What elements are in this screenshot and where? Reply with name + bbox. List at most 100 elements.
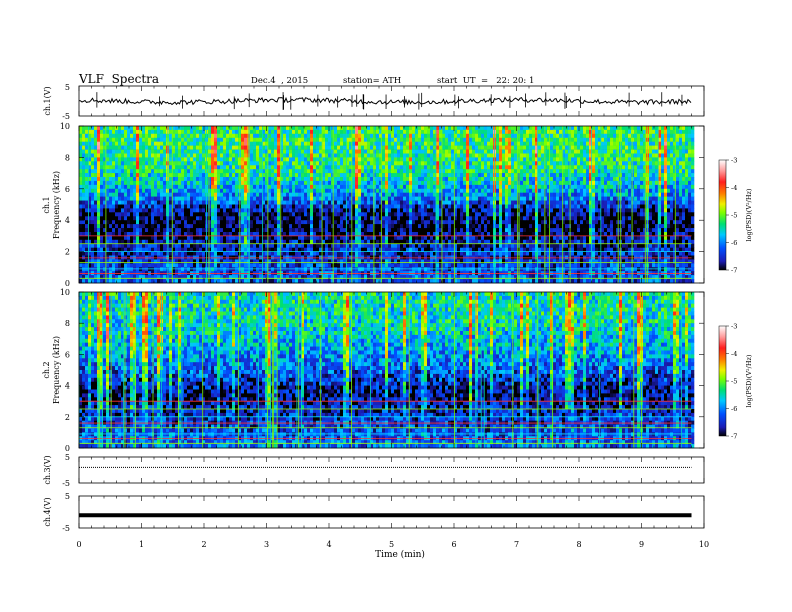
spectrogram-cell — [685, 133, 689, 139]
spectrogram-cell — [562, 145, 566, 150]
spectrogram-cell — [505, 212, 509, 217]
spectrogram-cell — [550, 188, 554, 194]
spectrogram-cell — [505, 200, 509, 205]
spectrogram-cell — [397, 165, 401, 170]
spectrogram-cell — [100, 220, 104, 225]
spectrogram-cell — [403, 161, 407, 166]
spectrogram-cell — [463, 137, 467, 143]
spectrogram-cell — [691, 153, 695, 158]
spectrogram-cell — [466, 153, 470, 158]
spectrogram-cell — [592, 161, 596, 166]
spectrogram-cell — [292, 200, 296, 205]
spectrogram-cell — [187, 220, 191, 225]
spectrogram-cell — [544, 177, 548, 182]
spectrogram-cell — [511, 161, 515, 166]
spectrogram-cell — [100, 149, 104, 154]
spectrogram-cell — [541, 212, 545, 217]
spectrogram-cell — [142, 204, 146, 209]
spectrogram-cell — [658, 161, 662, 166]
spectrogram-cell — [457, 133, 461, 139]
spectrogram-cell — [571, 173, 575, 178]
spectrogram-cell — [397, 145, 401, 150]
spectrogram-cell — [520, 177, 524, 182]
spectrogram-cell — [658, 208, 662, 213]
spectrogram-cell — [277, 133, 281, 139]
spectrogram-cell — [157, 165, 161, 170]
spectrogram-cell — [682, 126, 686, 131]
spectrogram-cell — [349, 192, 353, 197]
spectrogram-cell — [127, 200, 131, 205]
spectrogram-cell — [436, 180, 440, 186]
spectrogram-cell — [544, 196, 548, 201]
spectrogram-cell — [364, 200, 368, 205]
spectrogram-cell — [79, 204, 83, 209]
spectrogram-cell — [622, 188, 626, 194]
spectrogram-cell — [178, 200, 182, 205]
spectrogram-cell — [355, 129, 359, 135]
spectrogram-cell — [541, 173, 545, 178]
spectrogram-cell — [229, 133, 233, 139]
spectrogram-cell — [391, 173, 395, 178]
spectrogram-cell — [526, 188, 530, 194]
spectrogram-cell — [277, 173, 281, 178]
spectrogram-cell — [358, 173, 362, 178]
spectrogram-cell — [499, 192, 503, 197]
spectrogram-cell — [448, 188, 452, 194]
spectrogram-cell — [124, 216, 128, 221]
spectrogram-cell — [187, 133, 191, 139]
spectrogram-cell — [475, 177, 479, 182]
spectrogram-cell — [454, 129, 458, 135]
spectrogram-cell — [520, 212, 524, 217]
spectrogram-cell — [511, 196, 515, 201]
spectrogram-cell — [406, 180, 410, 186]
spectrogram-cell — [496, 145, 500, 150]
spectrogram-cell — [430, 200, 434, 205]
spectrogram-cell — [643, 180, 647, 186]
spectrogram-cell — [331, 126, 335, 131]
spectrogram-cell — [106, 177, 110, 182]
spectrogram-cell — [616, 149, 620, 154]
spectrogram-cell — [226, 157, 230, 162]
spectrogram-cell — [367, 180, 371, 186]
spectrogram-cell — [340, 161, 344, 166]
spectrogram-cell — [376, 216, 380, 221]
spectrogram-cell — [478, 173, 482, 178]
spectrogram-cell — [589, 133, 593, 139]
spectrogram-cell — [85, 133, 89, 139]
spectrogram-cell — [553, 196, 557, 201]
spectrogram-cell — [268, 141, 272, 146]
spectrogram-cell — [628, 188, 632, 194]
spectrogram-cell — [157, 141, 161, 146]
spectrogram-cell — [544, 126, 548, 131]
spectrogram-cell — [388, 165, 392, 170]
spectrogram-cell — [463, 153, 467, 158]
spectrogram-cell — [271, 165, 275, 170]
spectrogram-cell — [127, 220, 131, 225]
spectrogram-cell — [124, 165, 128, 170]
spectrogram-cell — [484, 161, 488, 166]
spectrogram-cell — [661, 216, 665, 221]
spectrogram-cell — [112, 141, 116, 146]
spectrogram-cell — [190, 208, 194, 213]
spectrogram-cell — [634, 188, 638, 194]
spectrogram-cell — [298, 177, 302, 182]
spectrogram-cell — [643, 196, 647, 201]
spectrogram-cell — [460, 153, 464, 158]
spectrogram-cell — [136, 204, 140, 209]
spectrogram-cell — [94, 212, 98, 217]
spectrogram-cell — [418, 204, 422, 209]
spectrogram-cell — [439, 216, 443, 221]
spectrogram-cell — [190, 192, 194, 197]
spectrogram-cell — [394, 188, 398, 194]
spectrogram-cell — [142, 161, 146, 166]
spectrogram-cell — [514, 200, 518, 205]
spectrogram-cell — [124, 129, 128, 135]
spectrogram-cell — [559, 141, 563, 146]
spectrogram-cell — [550, 157, 554, 162]
spectrogram-cell — [595, 157, 599, 162]
spectrogram-cell — [553, 141, 557, 146]
spectrogram-cell — [310, 126, 314, 131]
spectrogram-cell — [346, 153, 350, 158]
spectrogram-cell — [145, 141, 149, 146]
spectrogram-cell — [577, 165, 581, 170]
